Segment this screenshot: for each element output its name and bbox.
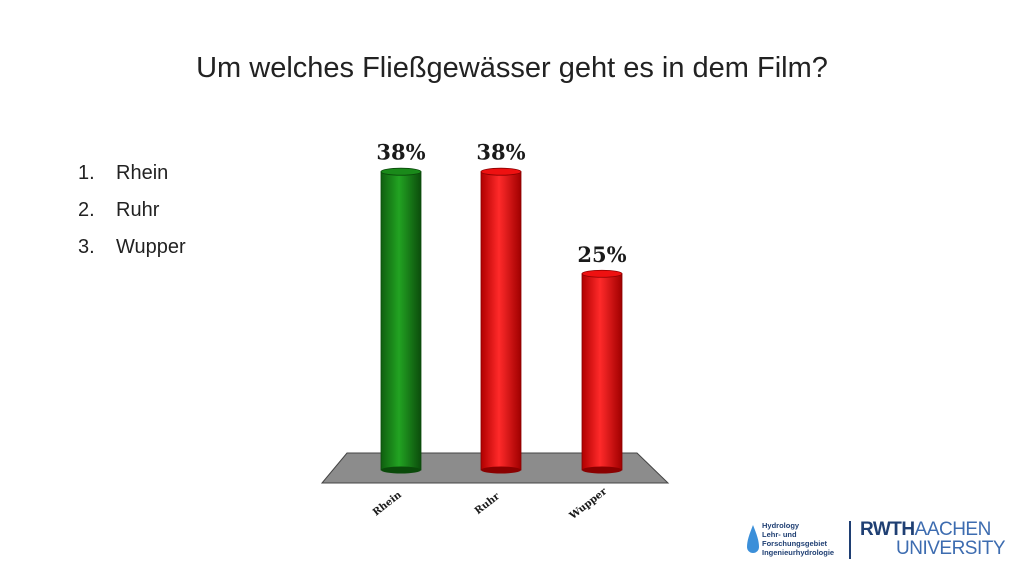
bar-base-rhein xyxy=(381,466,421,474)
data-label-rhein: 38% xyxy=(376,140,425,165)
bar-cap-wupper xyxy=(581,269,623,278)
bar-cap-ruhr xyxy=(480,167,522,176)
data-label-wupper: 25% xyxy=(577,242,626,267)
answer-label: Ruhr xyxy=(116,199,160,221)
answer-label: Wupper xyxy=(116,236,186,258)
hydro-line: Forschungsgebiet xyxy=(762,539,828,548)
aachen-text: AACHEN xyxy=(914,519,992,540)
bars-group xyxy=(380,167,623,474)
hydro-line: Ingenieurhydrologie xyxy=(762,548,835,557)
tick-labels-group: Rhein Ruhr Wupper xyxy=(371,486,610,523)
water-drop-icon xyxy=(747,525,759,553)
answer-number: 3. xyxy=(78,236,95,258)
bar-ruhr xyxy=(480,171,522,471)
rwth-text: RWTH xyxy=(860,519,915,540)
hydro-line: Lehr- und xyxy=(762,530,797,539)
hydrology-logo-text: Hydrology Lehr- und Forschungsgebiet Ing… xyxy=(762,521,834,557)
bar-base-ruhr xyxy=(481,466,521,474)
bar-rhein xyxy=(380,171,422,471)
bar-wupper xyxy=(581,273,623,471)
answer-item: 3. Wupper xyxy=(78,232,186,269)
answer-number: 1. xyxy=(78,162,95,184)
answer-item: 2. Ruhr xyxy=(78,195,186,232)
hydro-line: Hydrology xyxy=(762,521,800,530)
answer-label: Rhein xyxy=(116,162,169,184)
bar-cap-rhein xyxy=(380,167,422,176)
tick-label-rhein: Rhein xyxy=(371,489,404,518)
rwth-logo: RWTHAACHEN UNIVERSITY xyxy=(860,519,1006,562)
tick-label-ruhr: Ruhr xyxy=(473,491,503,517)
data-labels-group: 38% 38% 25% xyxy=(376,140,626,267)
answer-number: 2. xyxy=(78,199,95,221)
logo-divider xyxy=(849,521,851,559)
hydrology-logo: Hydrology Lehr- und Forschungsgebiet Ing… xyxy=(746,521,846,563)
tick-label-wupper: Wupper xyxy=(567,486,610,523)
answer-list: 1. Rhein 2. Ruhr 3. Wupper xyxy=(78,158,186,269)
answer-item: 1. Rhein xyxy=(78,158,186,195)
university-text: UNIVERSITY xyxy=(896,538,1006,559)
slide-title: Um welches Fließgewässer geht es in dem … xyxy=(196,52,828,84)
data-label-ruhr: 38% xyxy=(476,140,525,165)
bar-base-wupper xyxy=(582,466,622,474)
